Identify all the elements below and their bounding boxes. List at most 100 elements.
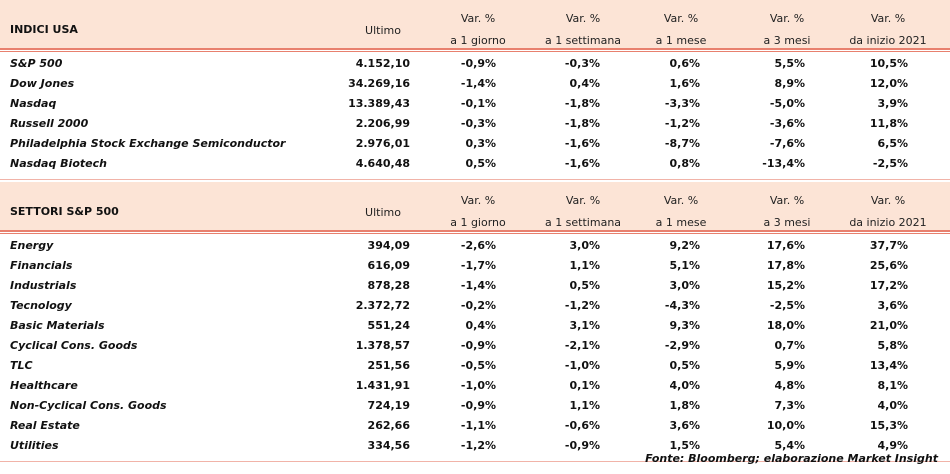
cell: 4,8% [774, 379, 805, 392]
source: Fonte: Bloomberg; elaborazione Market In… [645, 452, 938, 465]
column-header: Var. % [769, 12, 805, 25]
column-header: a 1 settimana [544, 34, 622, 47]
cell: 3,6% [669, 419, 700, 432]
column-header: Var. % [870, 194, 906, 207]
cell: 2.372,72 [355, 299, 410, 312]
cell: 2.206,99 [355, 117, 410, 130]
cell: 5,9% [774, 359, 805, 372]
cell: -0,3% [564, 57, 600, 70]
cell: 0,6% [669, 57, 700, 70]
cell: -0,5% [460, 359, 496, 372]
cell: -0,3% [460, 117, 496, 130]
column-header: Var. % [565, 12, 601, 25]
cell: -2,5% [872, 157, 908, 170]
cell: 0,3% [465, 137, 496, 150]
cell: -0,1% [460, 97, 496, 110]
cell: 15,2% [766, 279, 805, 292]
row-label: Utilities [10, 439, 59, 452]
cell: 0,5% [569, 279, 600, 292]
cell: 394,09 [367, 239, 410, 252]
column-header: Var. % [460, 12, 496, 25]
cell: 17,2% [869, 279, 908, 292]
cell: 4,9% [877, 439, 908, 452]
cell: 34.269,16 [348, 77, 410, 90]
column-header: a 1 giorno [450, 216, 506, 229]
cell: 7,3% [774, 399, 805, 412]
column-header: da inizio 2021 [849, 34, 927, 47]
cell: 3,0% [669, 279, 700, 292]
row-label: Philadelphia Stock Exchange Semiconducto… [10, 137, 286, 150]
row-label: Healthcare [10, 379, 78, 392]
cell: 5,8% [877, 339, 908, 352]
cell: -1,2% [664, 117, 700, 130]
column-header: a 1 mese [655, 34, 707, 47]
cell: -1,0% [460, 379, 496, 392]
cell: 4,0% [877, 399, 908, 412]
cell: 5,1% [669, 259, 700, 272]
cell: -13,4% [762, 157, 805, 170]
cell: -0,6% [564, 419, 600, 432]
column-header: Var. % [769, 194, 805, 207]
cell: -1,0% [564, 359, 600, 372]
row-label: Non-Cyclical Cons. Goods [10, 399, 167, 412]
row-label: Nasdaq [10, 97, 57, 110]
column-header: Var. % [565, 194, 601, 207]
cell: -1,8% [564, 97, 600, 110]
cell: -5,0% [769, 97, 805, 110]
cell: 616,09 [367, 259, 410, 272]
cell: 0,7% [774, 339, 805, 352]
cell: -8,7% [664, 137, 700, 150]
row-label: Industrials [10, 279, 77, 292]
column-header: da inizio 2021 [849, 216, 927, 229]
row-label: Dow Jones [10, 77, 75, 90]
cell: -1,4% [460, 279, 496, 292]
cell: 1,6% [669, 77, 700, 90]
cell: 1,1% [569, 399, 600, 412]
column-header: a 1 settimana [544, 216, 622, 229]
cell: -4,3% [664, 299, 700, 312]
cell: -2,6% [460, 239, 496, 252]
cell: -0,9% [564, 439, 600, 452]
column-header: Var. % [870, 12, 906, 25]
cell: 4.152,10 [355, 57, 410, 70]
row-label: Basic Materials [10, 319, 105, 332]
row-label: Tecnology [10, 299, 72, 312]
cell: 10,0% [766, 419, 805, 432]
cell: -1,4% [460, 77, 496, 90]
cell: -1,2% [460, 439, 496, 452]
row-label: Financials [10, 259, 73, 272]
cell: -2,1% [564, 339, 600, 352]
cell: -1,1% [460, 419, 496, 432]
row-label: S&P 500 [10, 57, 63, 70]
cell: 0,4% [569, 77, 600, 90]
cell: -0,9% [460, 57, 496, 70]
cell: -1,7% [460, 259, 496, 272]
rule [0, 230, 950, 232]
cell: 21,0% [869, 319, 908, 332]
column-header: Ultimo [365, 24, 401, 37]
cell: -0,9% [460, 399, 496, 412]
cell: 10,5% [869, 57, 908, 70]
section-title: SETTORI S&P 500 [10, 205, 119, 218]
cell: 17,6% [766, 239, 805, 252]
row-label: Energy [10, 239, 54, 252]
cell: 8,9% [774, 77, 805, 90]
cell: -3,3% [664, 97, 700, 110]
cell: 262,66 [367, 419, 410, 432]
cell: 878,28 [367, 279, 410, 292]
header-band [0, 182, 950, 230]
cell: 0,5% [465, 157, 496, 170]
row-label: TLC [10, 359, 33, 372]
column-header: a 3 mesi [763, 216, 811, 229]
cell: 4.640,48 [355, 157, 410, 170]
cell: 11,8% [869, 117, 908, 130]
cell: -7,6% [769, 137, 805, 150]
cell: 3,6% [877, 299, 908, 312]
cell: 25,6% [869, 259, 908, 272]
column-header: Var. % [663, 194, 699, 207]
cell: -0,9% [460, 339, 496, 352]
cell: 1,8% [669, 399, 700, 412]
cell: 5,5% [774, 57, 805, 70]
header-band [0, 0, 950, 48]
cell: 551,24 [367, 319, 410, 332]
